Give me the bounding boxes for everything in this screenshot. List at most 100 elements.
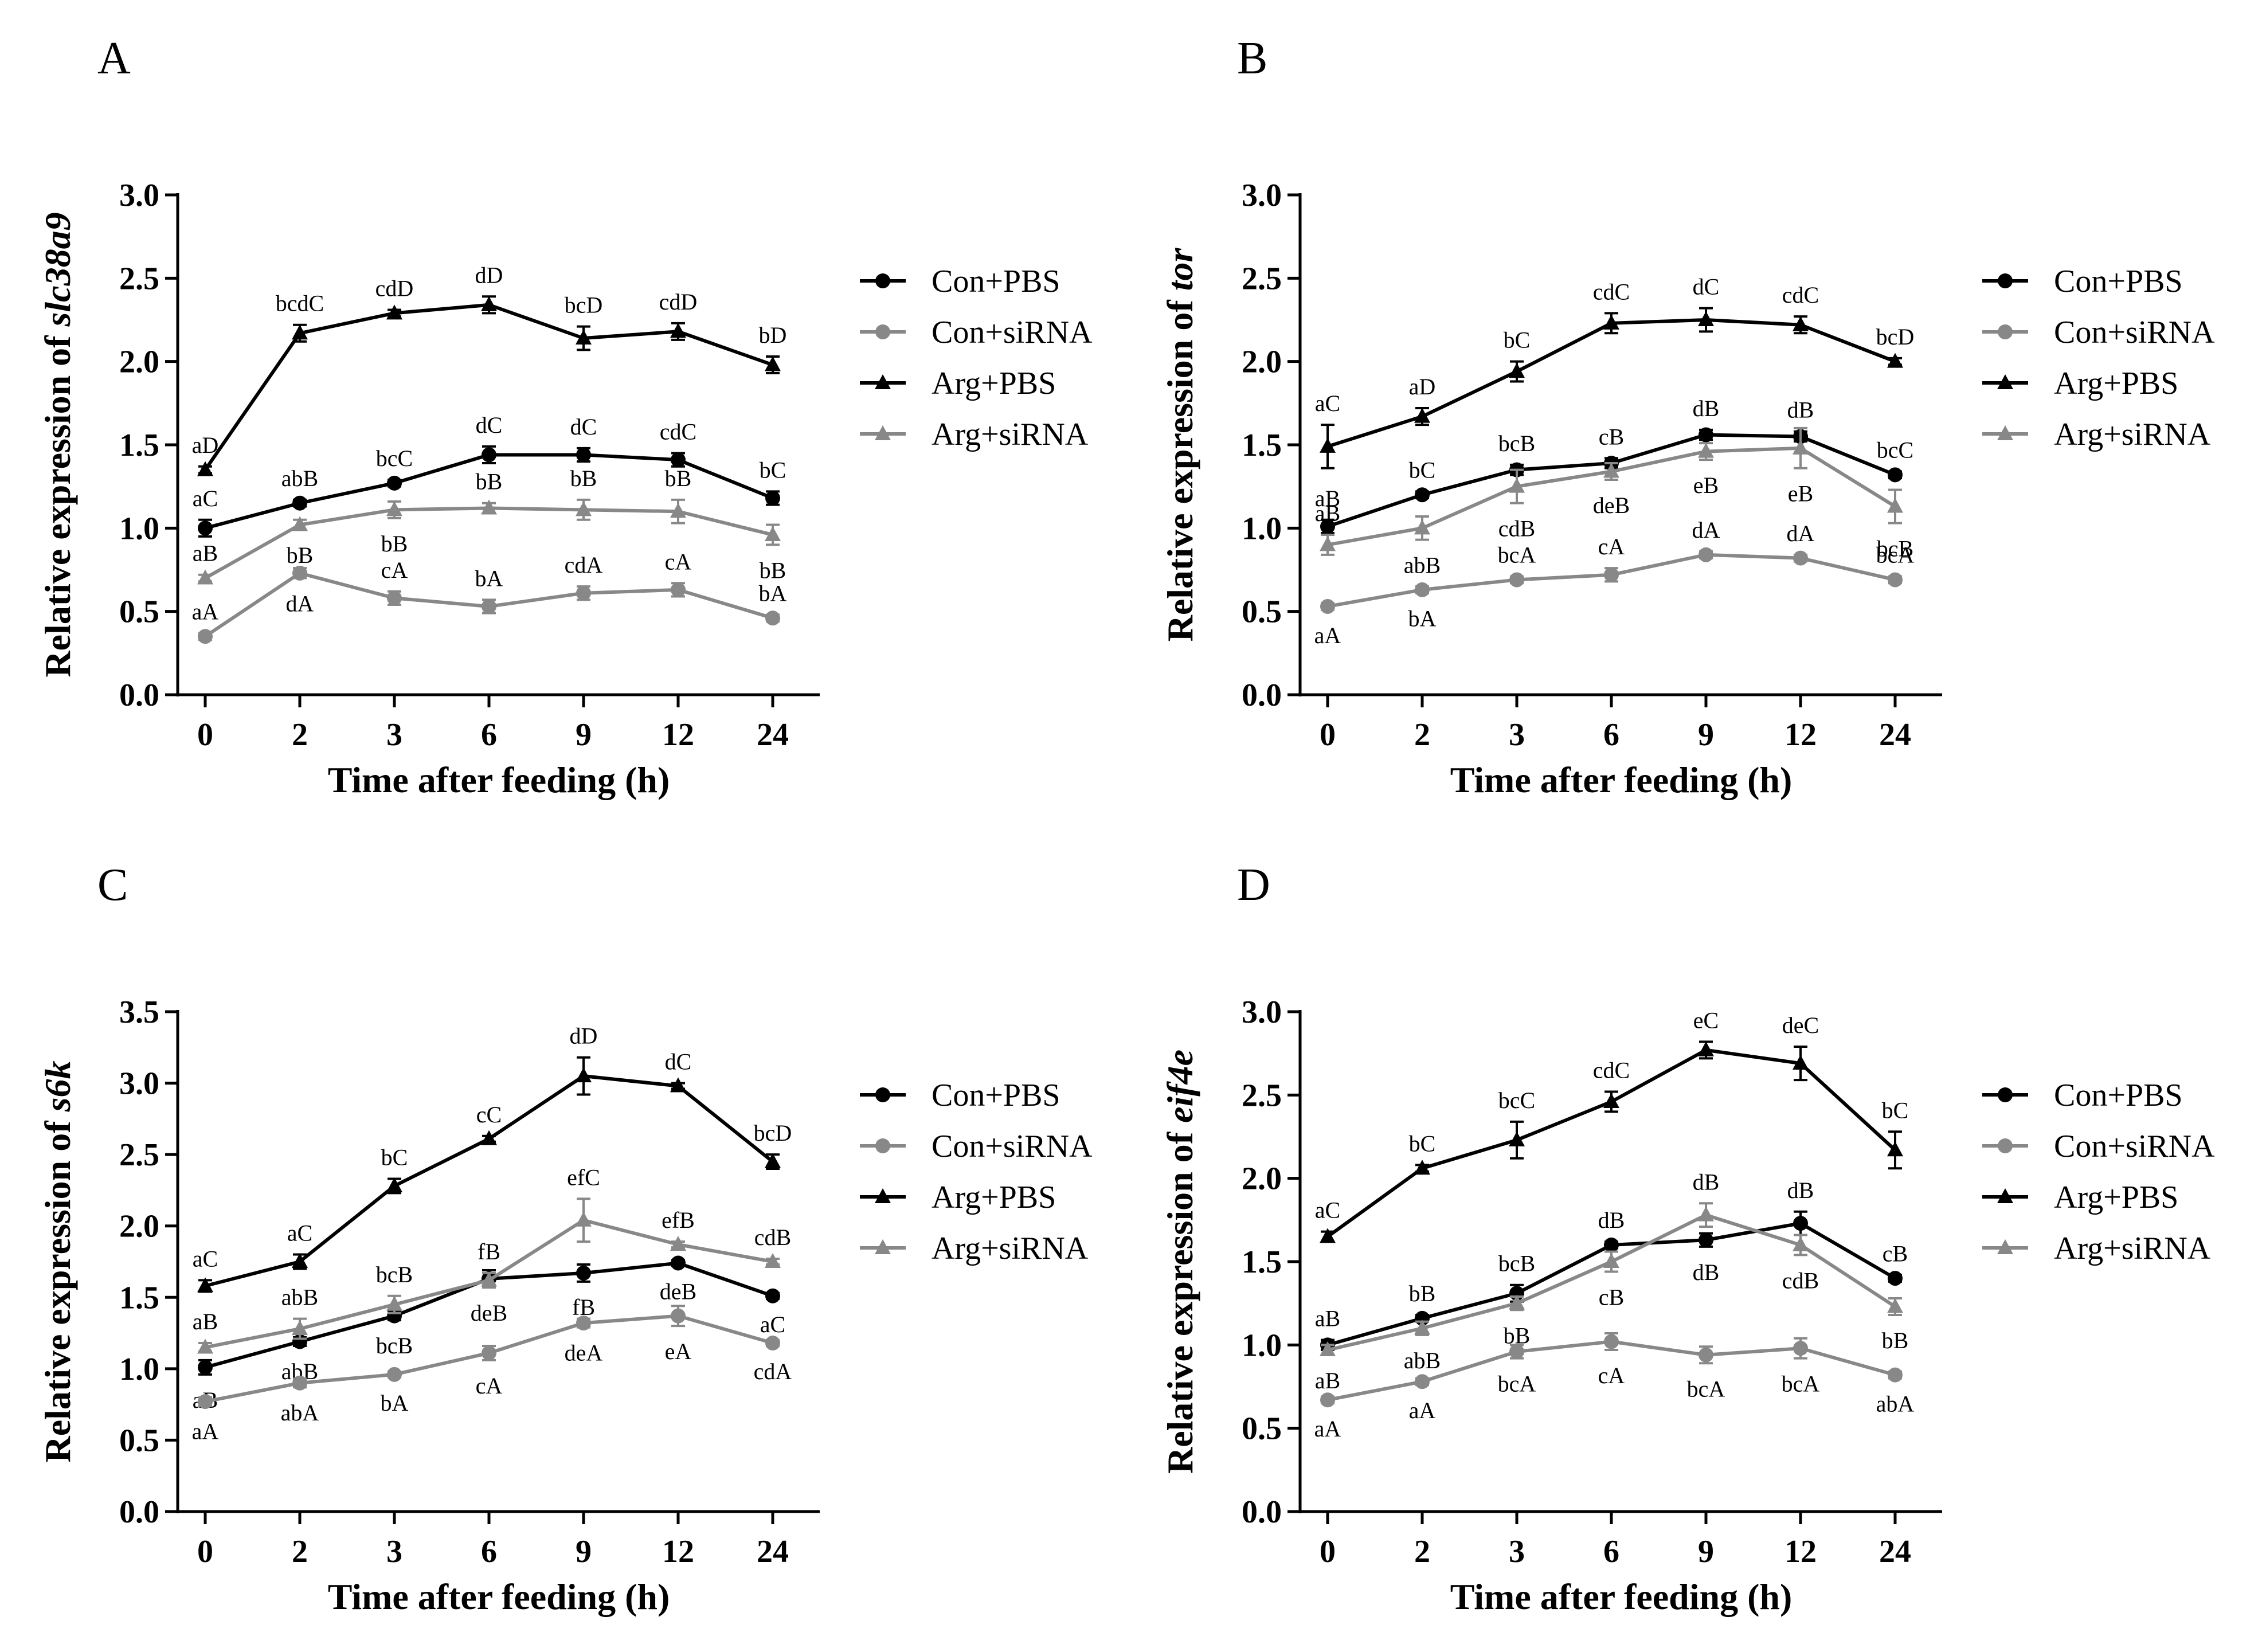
data-point [1793, 439, 1809, 455]
x-tick-label: 0 [197, 1534, 213, 1569]
significance-label: aB [1315, 1306, 1340, 1332]
legend-marker [875, 1138, 890, 1153]
series-arg-pbs: aC aC bC cC dD dC bcD [193, 1023, 792, 1293]
significance-label: deB [1593, 492, 1630, 518]
significance-label: deA [565, 1340, 603, 1366]
data-point [292, 565, 307, 581]
legend-label: Con+siRNA [2054, 1129, 2215, 1164]
significance-label: efC [567, 1164, 600, 1190]
x-tick-label: 6 [481, 717, 497, 753]
data-point [482, 447, 496, 463]
y-tick-label: 0.5 [1242, 594, 1282, 630]
series-con-sirna: aA bA bcA cA dA dA bcA [1314, 517, 1915, 648]
data-point [292, 1375, 307, 1391]
data-point [1414, 1160, 1430, 1175]
significance-label: aA [192, 1419, 219, 1444]
y-tick-label: 2.0 [119, 345, 159, 380]
data-point [576, 501, 592, 516]
legend-item-con-sirna: Con+siRNA [1982, 1129, 2215, 1164]
legend-item-con-pbs: Con+PBS [860, 264, 1060, 299]
legend-marker [1997, 425, 2013, 440]
significance-label: deB [471, 1300, 507, 1326]
significance-label: bB [1882, 1328, 1909, 1353]
data-point [1887, 498, 1903, 513]
data-point [481, 1271, 497, 1287]
x-tick-label: 3 [386, 1534, 402, 1569]
data-point [387, 590, 402, 606]
data-point [1414, 1320, 1430, 1335]
significance-label: dB [1787, 1177, 1814, 1203]
y-axis-title: Relative expression of s6k [37, 1061, 78, 1463]
significance-label: eB [1693, 472, 1719, 498]
data-point [671, 582, 686, 597]
data-point [765, 1288, 780, 1303]
y-tick-label: 2.0 [119, 1209, 159, 1244]
significance-label: bB [476, 469, 503, 495]
legend-marker [1998, 1087, 2013, 1102]
data-point [1699, 547, 1713, 562]
data-point [1888, 467, 1903, 483]
legend-item-arg-pbs: Arg+PBS [1982, 1180, 2178, 1215]
legend-label: Arg+siRNA [932, 1231, 1089, 1266]
data-point [1887, 353, 1903, 368]
significance-label: bC [760, 457, 786, 483]
significance-label: dB [1693, 1259, 1720, 1285]
x-tick-label: 6 [1603, 717, 1619, 753]
y-axis-title-gene: tor [1160, 248, 1200, 291]
panel-a: A 0.0 0.5 1.0 1.5 2.0 2.5 3.0 0 2 3 6 9 12 24 Time afte… [37, 33, 1093, 800]
series-arg-sirna: aB abB bB cB dB cdB bB [1315, 1169, 1909, 1393]
x-tick-label: 6 [1603, 1534, 1619, 1569]
y-tick-label: 0.5 [1242, 1411, 1282, 1447]
significance-label: efB [662, 1207, 695, 1233]
data-point [1415, 487, 1430, 503]
significance-label: bC [1409, 457, 1436, 483]
data-point [1604, 1334, 1619, 1349]
y-tick-label: 3.0 [119, 178, 159, 213]
significance-label: cdC [1782, 282, 1819, 308]
y-axis-title-prefix: Relative expression of [37, 327, 78, 678]
data-point [576, 1316, 591, 1331]
x-axis-title: Time after feeding (h) [1450, 1576, 1793, 1617]
data-point [1604, 567, 1619, 582]
significance-label: dA [1787, 520, 1815, 546]
significance-label: cdC [660, 419, 696, 445]
data-point [197, 461, 213, 476]
y-tick-label: 2.0 [1242, 345, 1282, 380]
significance-label: cB [1599, 424, 1624, 449]
legend-label: Con+PBS [2054, 1078, 2183, 1113]
data-point [1603, 314, 1619, 330]
legend-item-arg-pbs: Arg+PBS [1982, 366, 2178, 401]
legend-label: Arg+siRNA [2054, 1231, 2211, 1266]
series-con-pbs: aB bC bcB cB dB dB bcC [1315, 396, 1913, 535]
x-tick-label: 9 [1698, 1534, 1714, 1569]
data-point [1699, 1347, 1713, 1363]
legend-item-con-pbs: Con+PBS [860, 1078, 1060, 1113]
significance-label: eC [1693, 1007, 1719, 1033]
legend-marker [1997, 374, 2013, 389]
legend-label: Con+PBS [932, 264, 1060, 299]
legend-item-arg-sirna: Arg+siRNA [860, 1231, 1089, 1266]
x-tick-label: 9 [1698, 717, 1714, 753]
x-axis-title: Time after feeding (h) [328, 1576, 670, 1617]
data-point [1793, 1236, 1809, 1251]
significance-label: dB [1787, 397, 1814, 423]
significance-label: bcC [1498, 1087, 1535, 1113]
data-point [292, 1253, 308, 1268]
legend-marker [875, 1087, 890, 1102]
significance-label: bC [1504, 327, 1531, 353]
y-tick-label: 1.5 [1242, 428, 1282, 463]
significance-label: aA [1314, 1416, 1341, 1442]
data-point [1888, 1367, 1903, 1383]
significance-label: bcD [565, 292, 603, 318]
significance-label: aC [287, 1220, 312, 1246]
y-tick-label: 3.0 [1242, 995, 1282, 1030]
significance-label: bC [1882, 1097, 1909, 1123]
data-point [765, 491, 780, 506]
x-tick-label: 9 [576, 717, 592, 753]
significance-label: cdC [1593, 279, 1630, 304]
data-point [765, 1153, 781, 1168]
legend-item-con-pbs: Con+PBS [1982, 1078, 2183, 1113]
significance-label: abB [1404, 553, 1441, 578]
data-point [671, 452, 686, 468]
significance-label: deC [1782, 1012, 1819, 1038]
